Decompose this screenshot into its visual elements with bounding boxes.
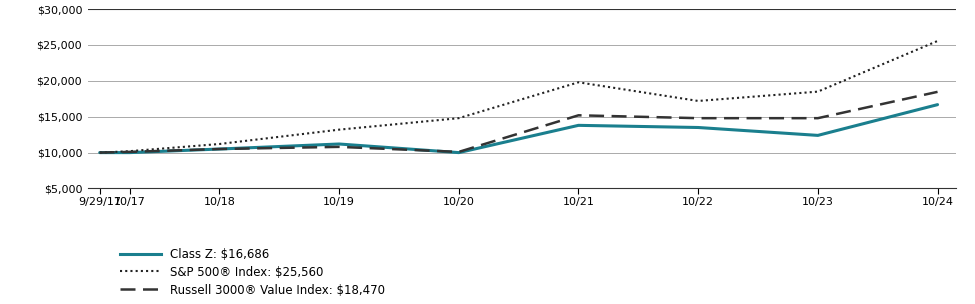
S&P 500® Index: $25,560: (6, 1.85e+04): $25,560: (6, 1.85e+04)	[812, 90, 824, 93]
S&P 500® Index: $25,560: (3, 1.48e+04): $25,560: (3, 1.48e+04)	[453, 116, 465, 120]
S&P 500® Index: $25,560: (0, 1e+04): $25,560: (0, 1e+04)	[94, 151, 105, 154]
S&P 500® Index: $25,560: (5, 1.72e+04): $25,560: (5, 1.72e+04)	[692, 99, 704, 103]
Class Z: $16,686: (0.25, 1e+04): $16,686: (0.25, 1e+04)	[124, 151, 136, 154]
Russell 3000® Value Index: $18,470: (2, 1.08e+04): $18,470: (2, 1.08e+04)	[333, 145, 345, 149]
Line: Russell 3000® Value Index: $18,470: Russell 3000® Value Index: $18,470	[99, 92, 938, 153]
Class Z: $16,686: (6, 1.24e+04): $16,686: (6, 1.24e+04)	[812, 133, 824, 137]
S&P 500® Index: $25,560: (4, 1.98e+04): $25,560: (4, 1.98e+04)	[572, 81, 584, 84]
Class Z: $16,686: (2, 1.12e+04): $16,686: (2, 1.12e+04)	[333, 142, 345, 146]
S&P 500® Index: $25,560: (1, 1.12e+04): $25,560: (1, 1.12e+04)	[214, 142, 225, 146]
Legend: Class Z: $16,686, S&P 500® Index: $25,560, Russell 3000® Value Index: $18,470: Class Z: $16,686, S&P 500® Index: $25,56…	[120, 248, 385, 297]
Class Z: $16,686: (0, 1e+04): $16,686: (0, 1e+04)	[94, 151, 105, 154]
Line: S&P 500® Index: $25,560: S&P 500® Index: $25,560	[99, 41, 938, 153]
Class Z: $16,686: (1, 1.05e+04): $16,686: (1, 1.05e+04)	[214, 147, 225, 151]
Russell 3000® Value Index: $18,470: (4, 1.52e+04): $18,470: (4, 1.52e+04)	[572, 113, 584, 117]
Russell 3000® Value Index: $18,470: (5, 1.48e+04): $18,470: (5, 1.48e+04)	[692, 116, 704, 120]
S&P 500® Index: $25,560: (0.25, 1.02e+04): $25,560: (0.25, 1.02e+04)	[124, 149, 136, 153]
Russell 3000® Value Index: $18,470: (3, 1.01e+04): $18,470: (3, 1.01e+04)	[453, 150, 465, 154]
Class Z: $16,686: (3, 1e+04): $16,686: (3, 1e+04)	[453, 151, 465, 154]
S&P 500® Index: $25,560: (7, 2.56e+04): $25,560: (7, 2.56e+04)	[932, 39, 944, 43]
Russell 3000® Value Index: $18,470: (7, 1.85e+04): $18,470: (7, 1.85e+04)	[932, 90, 944, 94]
Russell 3000® Value Index: $18,470: (0, 1e+04): $18,470: (0, 1e+04)	[94, 151, 105, 154]
Class Z: $16,686: (7, 1.67e+04): $16,686: (7, 1.67e+04)	[932, 103, 944, 106]
Russell 3000® Value Index: $18,470: (0.25, 1.01e+04): $18,470: (0.25, 1.01e+04)	[124, 150, 136, 154]
Russell 3000® Value Index: $18,470: (6, 1.48e+04): $18,470: (6, 1.48e+04)	[812, 116, 824, 120]
Line: Class Z: $16,686: Class Z: $16,686	[99, 105, 938, 153]
Russell 3000® Value Index: $18,470: (1, 1.05e+04): $18,470: (1, 1.05e+04)	[214, 147, 225, 151]
S&P 500® Index: $25,560: (2, 1.32e+04): $25,560: (2, 1.32e+04)	[333, 128, 345, 131]
Class Z: $16,686: (4, 1.38e+04): $16,686: (4, 1.38e+04)	[572, 123, 584, 127]
Class Z: $16,686: (5, 1.35e+04): $16,686: (5, 1.35e+04)	[692, 126, 704, 129]
